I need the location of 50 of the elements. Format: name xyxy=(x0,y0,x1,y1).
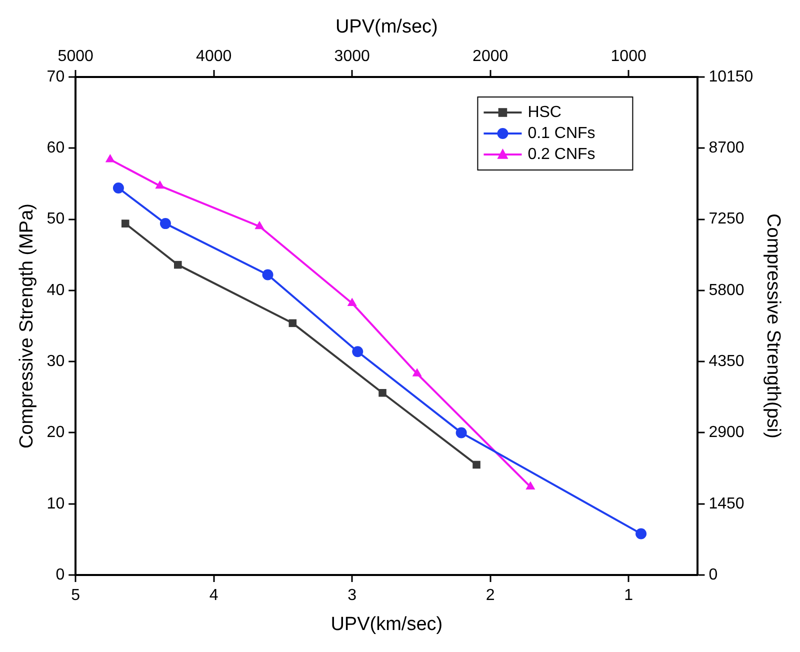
x-tick-label: 5 xyxy=(71,587,80,604)
point xyxy=(472,460,480,469)
y2-tick-label: 8700 xyxy=(708,140,744,157)
point xyxy=(347,298,357,306)
x-tick-label: 1 xyxy=(624,587,634,604)
point xyxy=(121,220,130,228)
point xyxy=(456,427,467,438)
point xyxy=(160,218,171,230)
y2-tick-label: 10150 xyxy=(708,68,754,86)
y2-tick-label: 2900 xyxy=(708,424,744,442)
x2-tick-label: 2000 xyxy=(472,48,508,65)
x2-tick-label: 5000 xyxy=(58,48,94,65)
y2-tick-label: 4350 xyxy=(708,352,744,370)
y-tick-label: 30 xyxy=(46,352,65,370)
point xyxy=(288,319,297,328)
point xyxy=(412,368,422,376)
y-axis-title: Compressive Strength (MPa) xyxy=(16,204,38,448)
x2-axis-title: UPV(m/sec) xyxy=(335,16,438,38)
y2-tick-label: 1450 xyxy=(708,495,744,512)
legend-label: 0.1 CNFs xyxy=(528,124,596,142)
legend-label: 0.2 CNFs xyxy=(528,146,596,163)
y-tick-label: 60 xyxy=(46,140,65,157)
point xyxy=(526,481,536,490)
point xyxy=(174,260,182,269)
point xyxy=(378,388,386,397)
x-tick-label: 4 xyxy=(209,587,218,604)
y-tick-label: 40 xyxy=(46,282,65,299)
y2-tick-label: 5800 xyxy=(708,282,744,299)
x2-tick-label: 4000 xyxy=(196,48,232,65)
point xyxy=(636,528,647,540)
x2-tick-label: 3000 xyxy=(334,48,370,65)
point xyxy=(105,154,115,162)
y2-tick-label: 7250 xyxy=(708,210,744,228)
point xyxy=(155,180,165,189)
y-tick-label: 10 xyxy=(46,495,65,512)
legend-label: HSC xyxy=(528,104,562,121)
x-axis-title: UPV(km/sec) xyxy=(330,614,443,635)
x2-tick-label: 1000 xyxy=(610,48,646,65)
y-tick-label: 0 xyxy=(56,566,65,584)
point xyxy=(352,346,364,358)
y-tick-label: 20 xyxy=(46,424,65,442)
x-tick-label: 3 xyxy=(348,587,357,604)
y2-tick-label: 0 xyxy=(708,566,718,584)
y2-axis-title: Compressive Strength(psi) xyxy=(762,214,784,438)
y-tick-label: 70 xyxy=(46,68,65,86)
point xyxy=(112,182,124,194)
point xyxy=(262,269,274,280)
point xyxy=(254,220,264,230)
x-tick-label: 2 xyxy=(486,587,495,604)
y-tick-label: 50 xyxy=(46,210,65,228)
